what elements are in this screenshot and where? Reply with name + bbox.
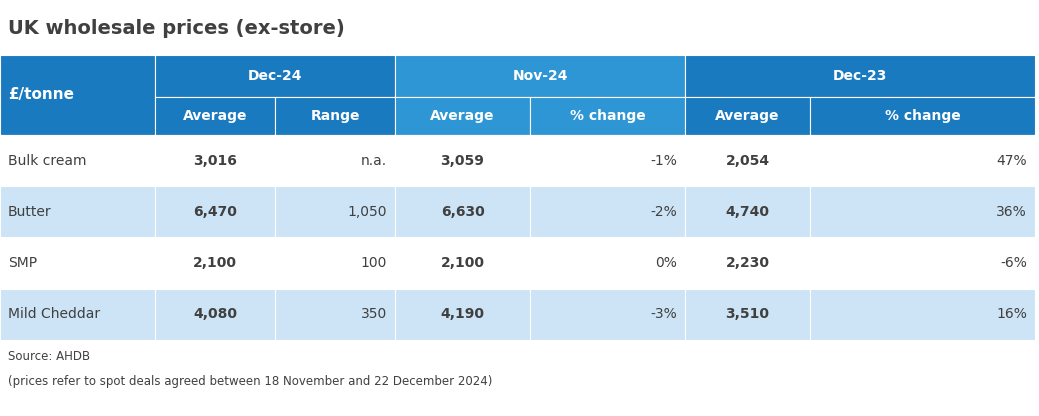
FancyBboxPatch shape xyxy=(685,238,810,289)
Text: 36%: 36% xyxy=(996,205,1027,219)
FancyBboxPatch shape xyxy=(275,97,395,135)
FancyBboxPatch shape xyxy=(275,289,395,340)
FancyBboxPatch shape xyxy=(810,238,1035,289)
FancyBboxPatch shape xyxy=(395,186,530,238)
FancyBboxPatch shape xyxy=(530,135,685,186)
Text: Average: Average xyxy=(430,109,495,123)
FancyBboxPatch shape xyxy=(155,135,275,186)
FancyBboxPatch shape xyxy=(275,186,395,238)
Text: n.a.: n.a. xyxy=(361,154,387,168)
Text: 6,470: 6,470 xyxy=(193,205,237,219)
FancyBboxPatch shape xyxy=(395,289,530,340)
FancyBboxPatch shape xyxy=(530,186,685,238)
FancyBboxPatch shape xyxy=(530,238,685,289)
FancyBboxPatch shape xyxy=(685,97,810,135)
FancyBboxPatch shape xyxy=(395,97,530,135)
Text: % change: % change xyxy=(884,109,960,123)
Text: % change: % change xyxy=(569,109,645,123)
Text: -3%: -3% xyxy=(650,307,677,322)
Text: 2,100: 2,100 xyxy=(441,256,484,270)
Text: Average: Average xyxy=(715,109,779,123)
Text: 1,050: 1,050 xyxy=(347,205,387,219)
FancyBboxPatch shape xyxy=(155,289,275,340)
FancyBboxPatch shape xyxy=(685,186,810,238)
Text: 100: 100 xyxy=(361,256,387,270)
FancyBboxPatch shape xyxy=(810,97,1035,135)
FancyBboxPatch shape xyxy=(530,289,685,340)
FancyBboxPatch shape xyxy=(395,135,530,186)
FancyBboxPatch shape xyxy=(275,238,395,289)
FancyBboxPatch shape xyxy=(155,55,395,97)
Text: 3,510: 3,510 xyxy=(725,307,770,322)
Text: 4,190: 4,190 xyxy=(441,307,484,322)
Text: Bulk cream: Bulk cream xyxy=(8,154,86,168)
FancyBboxPatch shape xyxy=(0,238,155,289)
Text: Dec-23: Dec-23 xyxy=(833,69,887,83)
FancyBboxPatch shape xyxy=(395,238,530,289)
Text: Butter: Butter xyxy=(8,205,52,219)
Text: 6,630: 6,630 xyxy=(441,205,484,219)
Text: Source: AHDB: Source: AHDB xyxy=(8,350,90,363)
FancyBboxPatch shape xyxy=(685,135,810,186)
FancyBboxPatch shape xyxy=(0,135,155,186)
Text: 4,080: 4,080 xyxy=(193,307,237,322)
Text: -1%: -1% xyxy=(650,154,677,168)
Text: Nov-24: Nov-24 xyxy=(512,69,567,83)
Text: UK wholesale prices (ex-store): UK wholesale prices (ex-store) xyxy=(8,19,345,38)
Text: (prices refer to spot deals agreed between 18 November and 22 December 2024): (prices refer to spot deals agreed betwe… xyxy=(8,375,492,388)
Text: 0%: 0% xyxy=(656,256,677,270)
Text: 3,059: 3,059 xyxy=(441,154,484,168)
Text: 16%: 16% xyxy=(996,307,1027,322)
Text: 4,740: 4,740 xyxy=(725,205,770,219)
FancyBboxPatch shape xyxy=(0,289,155,340)
FancyBboxPatch shape xyxy=(0,186,155,238)
FancyBboxPatch shape xyxy=(275,135,395,186)
Text: £/tonne: £/tonne xyxy=(8,87,74,102)
Text: 2,100: 2,100 xyxy=(193,256,237,270)
FancyBboxPatch shape xyxy=(810,186,1035,238)
Text: -2%: -2% xyxy=(650,205,677,219)
Text: Range: Range xyxy=(311,109,359,123)
FancyBboxPatch shape xyxy=(395,55,685,97)
Text: 47%: 47% xyxy=(996,154,1027,168)
Text: 3,016: 3,016 xyxy=(193,154,237,168)
Text: Dec-24: Dec-24 xyxy=(247,69,302,83)
Text: 2,230: 2,230 xyxy=(725,256,770,270)
Text: Average: Average xyxy=(183,109,247,123)
FancyBboxPatch shape xyxy=(155,238,275,289)
FancyBboxPatch shape xyxy=(810,135,1035,186)
FancyBboxPatch shape xyxy=(685,55,1035,97)
Text: SMP: SMP xyxy=(8,256,37,270)
FancyBboxPatch shape xyxy=(155,186,275,238)
Text: 2,054: 2,054 xyxy=(725,154,770,168)
FancyBboxPatch shape xyxy=(0,55,155,135)
Text: 350: 350 xyxy=(361,307,387,322)
FancyBboxPatch shape xyxy=(685,289,810,340)
FancyBboxPatch shape xyxy=(530,97,685,135)
Text: Mild Cheddar: Mild Cheddar xyxy=(8,307,100,322)
FancyBboxPatch shape xyxy=(810,289,1035,340)
FancyBboxPatch shape xyxy=(155,97,275,135)
Text: -6%: -6% xyxy=(1001,256,1027,270)
